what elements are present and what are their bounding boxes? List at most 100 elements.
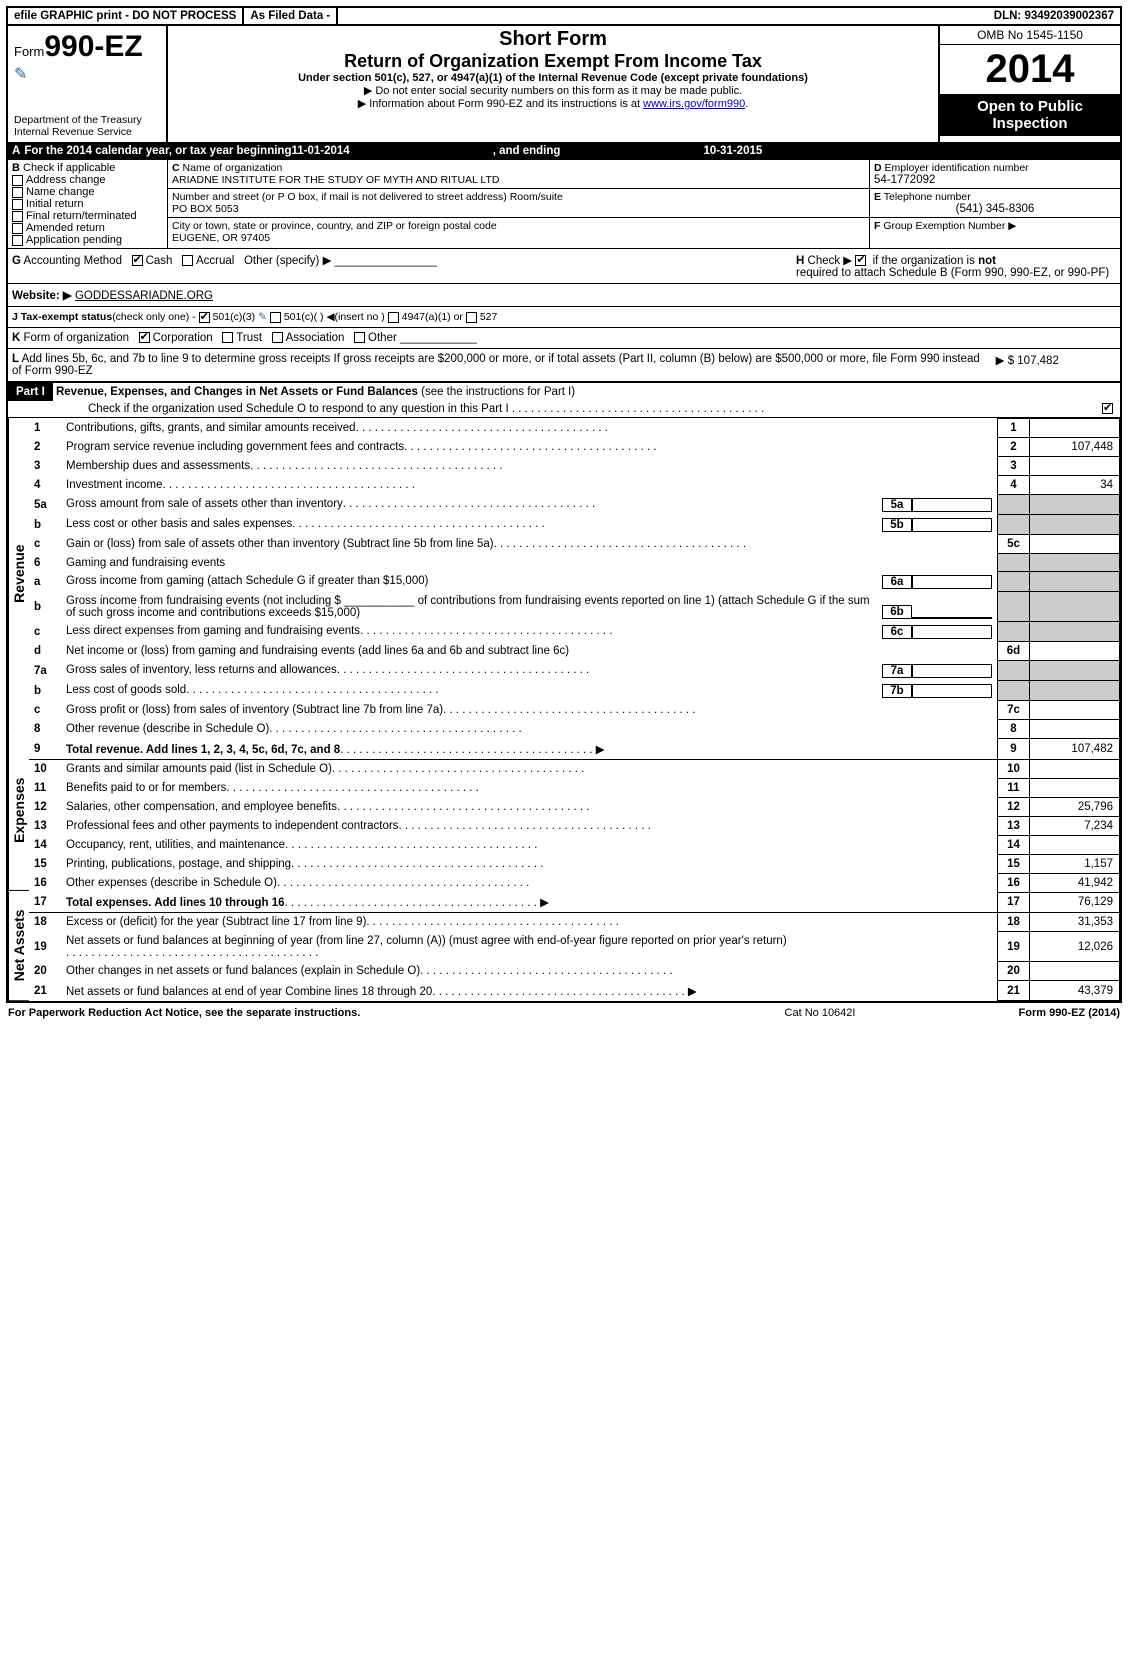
n4: 4 <box>29 476 61 495</box>
c12v: 25,796 <box>1030 797 1120 816</box>
n3: 3 <box>29 457 61 476</box>
sv5b <box>912 518 992 532</box>
cb-4947[interactable] <box>388 312 399 323</box>
line-a-begin: 11-01-2014 <box>291 145 349 157</box>
efile-label: efile GRAPHIC print - DO NOT PROCESS <box>8 8 244 24</box>
n20: 20 <box>29 962 61 981</box>
j-o2: 501(c)( ) <box>284 311 324 323</box>
asfiled-label: As Filed Data - <box>244 8 338 24</box>
cb-amended-return[interactable] <box>12 223 23 234</box>
cb-address-change[interactable] <box>12 175 23 186</box>
cb-assoc[interactable] <box>272 332 283 343</box>
dots <box>512 403 764 415</box>
d4: Investment income <box>66 479 163 491</box>
c4n: 4 <box>998 476 1030 495</box>
footer: For Paperwork Reduction Act Notice, see … <box>6 1003 1122 1023</box>
d10: Grants and similar amounts paid (list in… <box>66 763 332 775</box>
k-label: Form of organization <box>24 332 129 344</box>
c17v: 76,129 <box>1030 892 1120 913</box>
line-a-pre: For the 2014 calendar year, or tax year … <box>24 145 291 157</box>
c15n: 15 <box>998 854 1030 873</box>
cb-cash[interactable] <box>132 255 143 266</box>
dept-label: Department of the Treasury <box>14 114 160 126</box>
d2: Program service revenue including govern… <box>66 441 404 453</box>
line-l: L Add lines 5b, 6c, and 7b to line 9 to … <box>8 348 1120 381</box>
cb-name-change[interactable] <box>12 187 23 198</box>
n16: 16 <box>29 873 61 892</box>
cb-application-pending[interactable] <box>12 235 23 246</box>
n6: 6 <box>29 554 61 572</box>
part1-title: Revenue, Expenses, and Changes in Net As… <box>56 386 418 398</box>
cb-h[interactable] <box>855 255 866 266</box>
c6ag <box>998 572 1030 592</box>
section-bcdef: B Check if applicable Address change Nam… <box>8 159 1120 248</box>
line-j: J Tax-exempt status(check only one) - 50… <box>8 306 1120 327</box>
j-o3: 4947(a)(1) or <box>402 311 463 323</box>
org-city: EUGENE, OR 97405 <box>172 232 865 244</box>
c11v <box>1030 778 1120 797</box>
d6d: Net income or (loss) from gaming and fun… <box>66 645 569 657</box>
irs-link[interactable]: www.irs.gov/form990 <box>643 98 745 110</box>
d-label: Employer identification number <box>885 162 1029 174</box>
c20v <box>1030 962 1120 981</box>
n7c: c <box>29 701 61 720</box>
c3n: 3 <box>998 457 1030 476</box>
form-subtitle: Under section 501(c), 527, or 4947(a)(1)… <box>174 72 932 84</box>
d14: Occupancy, rent, utilities, and maintena… <box>66 839 285 851</box>
cb-other[interactable] <box>354 332 365 343</box>
c7ag <box>998 661 1030 681</box>
n5c: c <box>29 535 61 554</box>
note-info-post: . <box>745 98 748 110</box>
e-label: Telephone number <box>884 191 971 203</box>
g-label: Accounting Method <box>24 255 122 267</box>
sv6b <box>912 617 992 619</box>
l-value: $ 107,482 <box>1008 355 1059 367</box>
d5b: Less cost or other basis and sales expen… <box>66 518 292 530</box>
note-info-pre: Information about Form 990-EZ and its in… <box>369 98 643 110</box>
cb-schedule-o[interactable] <box>1102 403 1113 414</box>
n6c: c <box>29 622 61 642</box>
col-def: D Employer identification number 54-1772… <box>870 160 1120 248</box>
org-name: ARIADNE INSTITUTE FOR THE STUDY OF MYTH … <box>172 174 865 186</box>
part1-check-text: Check if the organization used Schedule … <box>88 403 509 415</box>
n13: 13 <box>29 816 61 835</box>
cb-501c[interactable] <box>270 312 281 323</box>
omb-number: OMB No 1545-1150 <box>940 26 1120 45</box>
line-a-mid: , and ending <box>350 145 704 157</box>
cb-501c3[interactable] <box>199 312 210 323</box>
c14v <box>1030 835 1120 854</box>
cb-527[interactable] <box>466 312 477 323</box>
j-o2b: ◀(insert no ) <box>326 311 384 323</box>
n6d: d <box>29 642 61 661</box>
d13: Professional fees and other payments to … <box>66 820 398 832</box>
efile-icon: ✎ <box>14 64 160 84</box>
b-item-3: Final return/terminated <box>26 210 137 222</box>
b-item-2: Initial return <box>26 198 83 210</box>
cb-corp[interactable] <box>139 332 150 343</box>
b-item-4: Amended return <box>26 222 105 234</box>
k-trust: Trust <box>236 332 262 344</box>
n6b: b <box>29 592 61 622</box>
d9: Total revenue. Add lines 1, 2, 3, 4, 5c,… <box>66 744 340 756</box>
j-label: Tax-exempt status <box>21 311 112 323</box>
j-o4: 527 <box>480 311 498 323</box>
irs-label: Internal Revenue Service <box>14 126 160 138</box>
d6c: Less direct expenses from gaming and fun… <box>66 625 360 637</box>
cb-trust[interactable] <box>222 332 233 343</box>
b-item-1: Name change <box>26 186 95 198</box>
expenses-label: Expenses <box>8 730 29 891</box>
n2: 2 <box>29 438 61 457</box>
c17n: 17 <box>998 892 1030 913</box>
d21: Net assets or fund balances at end of ye… <box>66 986 432 998</box>
c20n: 20 <box>998 962 1030 981</box>
col-c: C Name of organization ARIADNE INSTITUTE… <box>168 160 870 248</box>
website-value: GODDESSARIADNE.ORG <box>75 290 213 302</box>
phone-value: (541) 345-8306 <box>874 203 1116 215</box>
c8v <box>1030 720 1120 739</box>
c19n: 19 <box>998 932 1030 962</box>
cb-accrual[interactable] <box>182 255 193 266</box>
d7b: Less cost of goods sold <box>66 684 186 696</box>
cb-final-return[interactable] <box>12 211 23 222</box>
cb-initial-return[interactable] <box>12 199 23 210</box>
d15: Printing, publications, postage, and shi… <box>66 858 291 870</box>
